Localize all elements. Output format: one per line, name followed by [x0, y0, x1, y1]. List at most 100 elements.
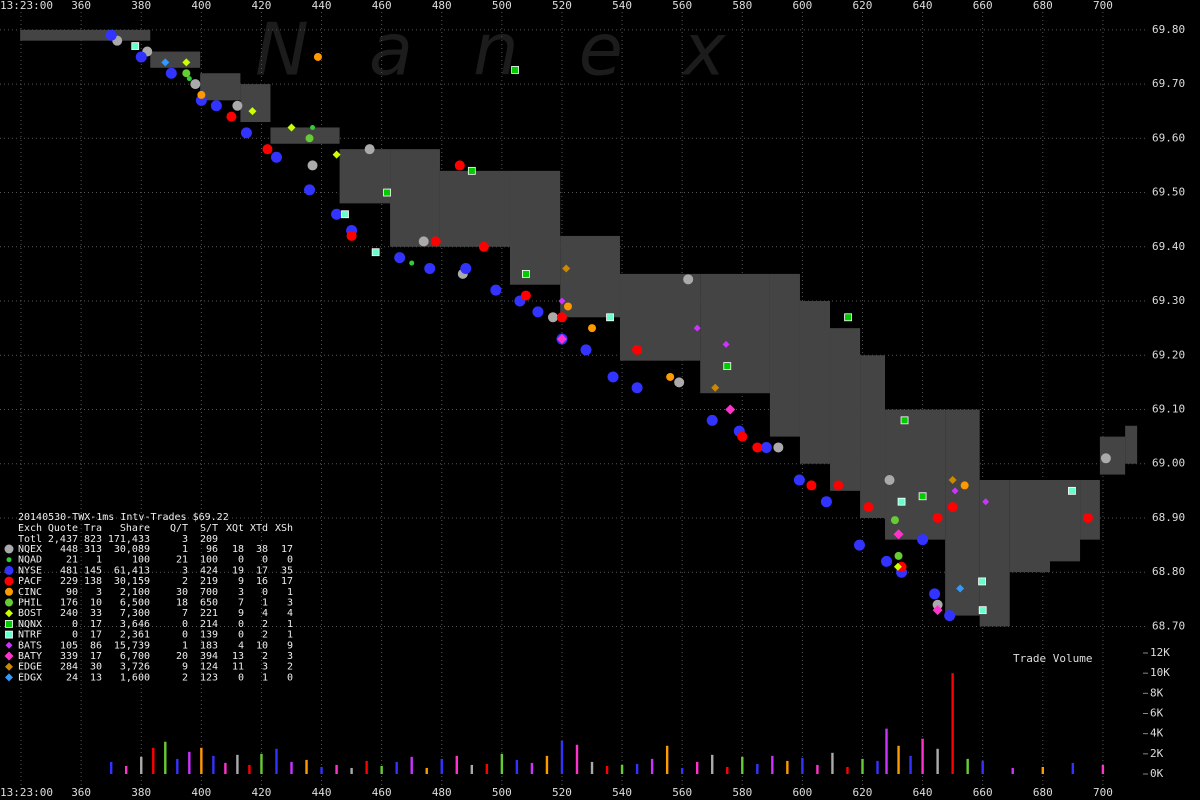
- volume-bar: [1041, 766, 1044, 774]
- table-cell: 17: [90, 619, 102, 630]
- volume-bar: [275, 748, 278, 774]
- legend-entry: EDGE: [18, 662, 42, 673]
- nbbo-segment: [1009, 480, 1051, 573]
- volume-bar: [212, 755, 215, 774]
- volume-bar: [1011, 767, 1014, 774]
- trade-marker: [5, 587, 13, 596]
- trade-marker: [371, 248, 380, 257]
- trade-marker: [580, 344, 592, 356]
- trade-marker: [893, 562, 902, 571]
- x-tick-label: 600: [792, 786, 812, 799]
- table-cell: 17: [281, 544, 293, 555]
- table-cell: 7,300: [120, 608, 150, 619]
- table-cell: 3: [238, 587, 244, 598]
- trade-marker: [932, 599, 943, 610]
- trade-marker: [310, 124, 316, 130]
- volume-bar: [260, 753, 263, 774]
- trade-marker: [6, 557, 12, 563]
- trade-marker: [960, 481, 969, 490]
- grid: [0, 12, 1145, 788]
- volume-bar: [575, 744, 579, 774]
- trade-marker: [606, 313, 614, 322]
- legend-entry: CINC: [18, 587, 42, 598]
- trade-marker: [467, 166, 476, 175]
- table-cell: 2,361: [120, 630, 150, 641]
- legend-entry: NYSE: [18, 565, 42, 576]
- volume-bar: [305, 759, 308, 774]
- table-cell: 15,739: [114, 640, 150, 651]
- legend-entry: NQNX: [18, 619, 42, 630]
- volume-bar: [500, 753, 504, 774]
- trade-marker: [793, 474, 805, 486]
- trade-marker: [262, 144, 273, 155]
- volume-bar: [455, 755, 458, 774]
- x-tick-label: 380: [131, 0, 151, 12]
- table-cell: 38: [256, 544, 268, 555]
- trade-marker: [956, 584, 965, 593]
- table-cell: 3: [182, 534, 188, 545]
- trade-marker: [364, 144, 375, 155]
- trade-marker: [844, 313, 852, 322]
- volume-bar: [801, 757, 804, 774]
- trade-marker: [666, 372, 675, 381]
- trade-marker: [520, 290, 531, 301]
- trade-marker: [131, 42, 140, 51]
- x-tick-label: 600: [792, 0, 812, 12]
- volume-bar: [395, 761, 398, 774]
- trade-marker: [1100, 453, 1111, 464]
- nbbo-segment: [150, 51, 201, 68]
- trade-marker: [711, 383, 720, 392]
- trade-marker: [4, 576, 14, 586]
- table-cell: 0: [182, 619, 188, 630]
- volume-bar: [440, 758, 443, 774]
- nbbo-segment: [769, 273, 800, 437]
- x-tick-label: 440: [312, 0, 332, 12]
- table-cell: 313: [84, 544, 102, 555]
- table-cell: Exch: [18, 523, 42, 534]
- trade-marker: [394, 252, 406, 264]
- table-cell: 2: [262, 619, 268, 630]
- table-cell: 6,500: [120, 598, 150, 609]
- table-cell: Quote: [48, 523, 78, 534]
- x-tick-label: 620: [853, 0, 873, 12]
- table-cell: 33: [90, 608, 102, 619]
- table-cell: 86: [90, 640, 102, 651]
- trade-marker: [890, 516, 899, 525]
- trade-marker: [511, 66, 519, 74]
- trade-marker: [881, 555, 893, 567]
- volume-bar: [350, 767, 353, 774]
- table-cell: 240: [60, 608, 78, 619]
- table-cell: 6,700: [120, 651, 150, 662]
- trade-marker: [917, 534, 929, 546]
- table-cell: 0: [238, 672, 244, 683]
- x-tick-label: 13:23:00: [0, 786, 53, 799]
- table-cell: 7: [182, 608, 188, 619]
- x-tick-label: 580: [732, 0, 752, 12]
- table-cell: 9: [287, 640, 293, 651]
- nbbo-segment: [240, 84, 271, 123]
- x-tick-label: 420: [252, 0, 272, 12]
- nbbo-segment: [1080, 480, 1100, 540]
- volume-title: Trade Volume: [1013, 652, 1092, 665]
- nbbo-segment: [830, 328, 861, 491]
- trade-marker: [165, 67, 177, 79]
- table-cell: 17: [256, 565, 268, 576]
- volume-tick-label: 2K: [1150, 747, 1164, 760]
- trade-marker: [558, 297, 566, 305]
- table-cell: 823: [84, 534, 102, 545]
- volume-bar: [320, 766, 323, 774]
- table-cell: 13: [232, 651, 244, 662]
- table-cell: 424: [200, 565, 218, 576]
- table-cell: 17: [90, 630, 102, 641]
- x-tick-label: 640: [913, 786, 933, 799]
- volume-bar: [951, 673, 954, 774]
- x-tick-label: 360: [71, 0, 91, 12]
- volume-tick-label: 8K: [1150, 686, 1164, 699]
- trade-marker: [105, 29, 117, 41]
- table-cell: 2: [262, 651, 268, 662]
- trade-marker: [853, 539, 865, 551]
- trade-marker: [454, 160, 465, 171]
- nbbo-segment: [20, 29, 110, 41]
- volume-tick-label: 6K: [1150, 707, 1164, 720]
- table-cell: 3,646: [120, 619, 150, 630]
